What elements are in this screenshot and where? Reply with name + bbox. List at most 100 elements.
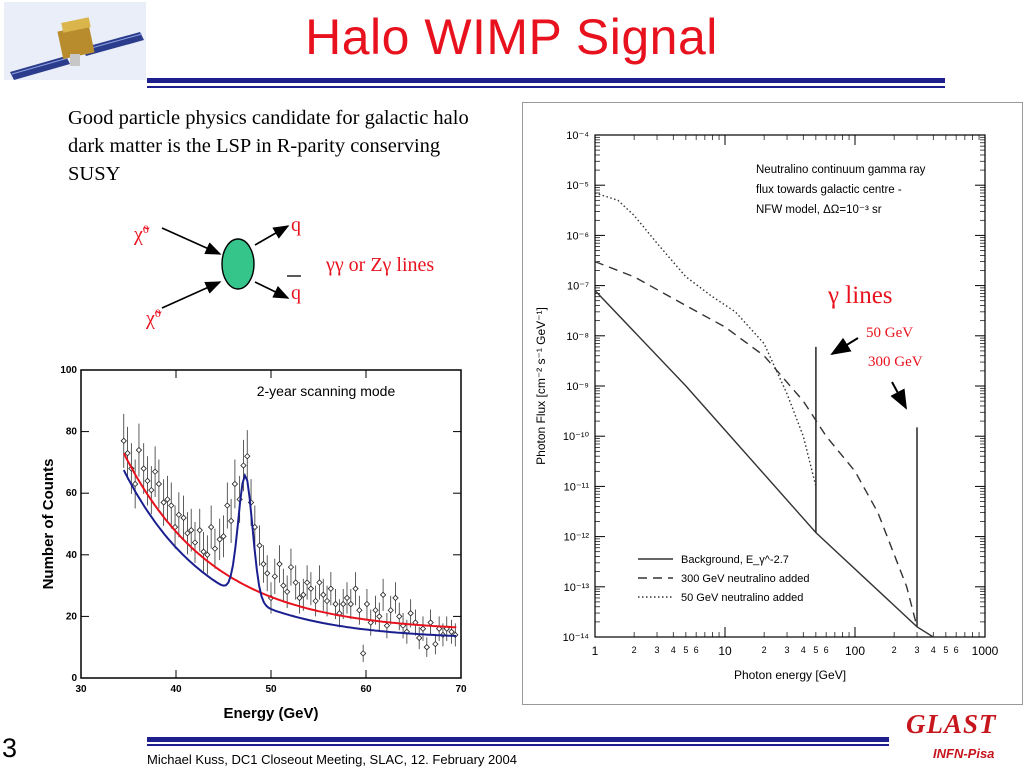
y-tick-label: 40	[66, 550, 78, 561]
data-point	[220, 533, 227, 540]
chart-annotation: 2-year scanning mode	[257, 383, 396, 399]
satellite-icon	[4, 2, 146, 80]
series-dotted	[594, 192, 817, 487]
y-tick-label: 10⁻⁶	[566, 230, 589, 242]
callout-arrows	[830, 337, 907, 410]
y-axis-label: Number of Counts	[40, 459, 57, 590]
data-point	[216, 536, 223, 543]
line-50gev-label: 50 GeV	[866, 325, 914, 341]
y-tick-label: 10⁻⁹	[566, 381, 589, 393]
quark-out: q	[291, 214, 301, 236]
glast-logo: GLAST	[906, 709, 997, 739]
data-point	[256, 542, 263, 549]
data-point	[320, 591, 327, 599]
data-point	[327, 585, 335, 592]
data-point	[303, 579, 311, 586]
intro-text: Good particle physics candidate for gala…	[68, 107, 469, 185]
y-tick-label: 80	[66, 427, 78, 438]
data-point	[312, 597, 319, 605]
data-point	[124, 449, 131, 457]
data-point	[155, 480, 163, 488]
x-tick-label: 30	[75, 684, 87, 695]
fit-curve-background	[122, 452, 457, 629]
data-point	[372, 607, 379, 614]
chart-annotation: flux towards galactic centre -	[756, 184, 902, 196]
x-minor-label: 6	[954, 645, 959, 655]
data-point	[276, 560, 283, 568]
data-point	[300, 591, 307, 599]
x-minor-label: 4	[801, 645, 806, 655]
y-tick-label: 10⁻¹³	[564, 582, 590, 594]
data-point	[227, 517, 235, 525]
x-tick-label: 1000	[972, 644, 999, 658]
slide-title: Halo WIMP Signal	[305, 9, 718, 65]
x-minor-label: 3	[655, 645, 660, 655]
y-tick-label: 100	[60, 365, 77, 376]
data-point	[120, 437, 127, 445]
data-point	[392, 594, 399, 602]
y-tick-label: 60	[66, 488, 78, 499]
data-point	[448, 628, 455, 635]
data-point	[323, 597, 331, 605]
data-point	[251, 523, 259, 531]
data-point	[352, 585, 359, 592]
x-minor-label: 5	[813, 645, 818, 655]
line-300gev-label: 300 GeV	[868, 354, 923, 370]
x-tick-label: 50	[265, 684, 277, 695]
data-point	[148, 486, 155, 494]
y-tick-label: 10⁻⁸	[566, 331, 589, 343]
y-tick-label: 20	[66, 611, 78, 622]
data-point	[407, 610, 414, 617]
data-point	[280, 582, 287, 589]
data-point	[396, 613, 403, 620]
data-point	[347, 600, 354, 608]
data-point	[244, 453, 251, 460]
title-rule	[147, 78, 945, 83]
data-point	[196, 526, 203, 534]
y-tick-label: 10⁻⁵	[566, 180, 589, 192]
x-minor-label: 4	[931, 645, 936, 655]
x-tick-label: 60	[360, 684, 372, 695]
legend-entry: Background, E_γ^-2.7	[681, 554, 789, 566]
neutralino-in-2: χ̃0	[146, 306, 161, 330]
y-tick-label: 10⁻¹¹	[564, 481, 590, 493]
data-point	[240, 462, 247, 469]
data-point	[224, 502, 231, 509]
data-point	[359, 650, 367, 657]
x-minor-label: 4	[671, 645, 676, 655]
data-point	[340, 600, 347, 608]
data-point	[184, 530, 191, 537]
counts-chart: 30 40 50 60 70 0 20 40 60 80 100 Energy (GeV) Number…	[40, 365, 467, 722]
footer-rule-thin	[147, 744, 889, 746]
data-point	[271, 573, 278, 580]
data-point	[204, 551, 211, 558]
y-tick-label: 10⁻¹⁰	[563, 431, 590, 443]
data-point	[316, 579, 323, 586]
data-point	[427, 619, 434, 626]
data-point	[383, 622, 391, 629]
x-minor-label: 2	[892, 645, 897, 655]
x-minor-label: 6	[694, 645, 699, 655]
y-tick-label: 10⁻⁴	[566, 130, 589, 142]
data-point	[175, 511, 183, 518]
data-point	[164, 496, 171, 503]
data-point	[363, 600, 371, 608]
y-tick-label: 10⁻¹⁴	[563, 632, 590, 644]
y-axis-label: Photon Flux [cm⁻² s⁻¹ GeV⁻¹]	[534, 307, 548, 465]
legend-entry: 50 GeV neutralino added	[681, 592, 803, 604]
data-point	[211, 545, 219, 552]
x-minor-label: 2	[632, 645, 637, 655]
data-point	[160, 499, 167, 506]
flux-chart: 10⁻¹⁴ 10⁻¹³ 10⁻¹² 10⁻¹¹ 10⁻¹⁰ 10⁻⁹ 10⁻⁸ 10⁻⁷ 10⁻…	[534, 130, 999, 682]
fit-curve-signal	[122, 469, 457, 637]
data-point	[416, 634, 423, 642]
x-axis-label: Energy (GeV)	[223, 705, 318, 722]
data-point	[200, 548, 207, 555]
x-minor-label: 5	[943, 645, 948, 655]
data-point	[207, 523, 215, 531]
data-point	[287, 563, 295, 571]
y-tick-label: 0	[71, 673, 77, 684]
data-point	[419, 625, 427, 632]
gamma-lines-label: γ lines	[828, 282, 893, 309]
data-point	[379, 591, 387, 599]
